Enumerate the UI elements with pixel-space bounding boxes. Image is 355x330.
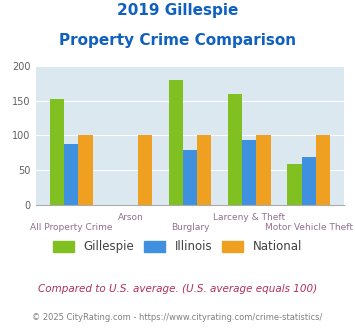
Bar [183,150,197,205]
Bar [169,80,183,205]
Text: 2019 Gillespie: 2019 Gillespie [117,3,238,18]
Bar [50,99,64,205]
Bar [138,135,152,205]
Bar [242,140,256,205]
Bar [287,164,302,205]
Text: Arson: Arson [118,213,143,222]
Text: All Property Crime: All Property Crime [30,223,113,232]
Bar [302,157,316,205]
Text: Property Crime Comparison: Property Crime Comparison [59,33,296,48]
Text: Motor Vehicle Theft: Motor Vehicle Theft [265,223,353,232]
Bar [316,135,330,205]
Bar [64,144,78,205]
Bar [197,135,211,205]
Text: © 2025 CityRating.com - https://www.cityrating.com/crime-statistics/: © 2025 CityRating.com - https://www.city… [32,314,323,322]
Bar [256,135,271,205]
Legend: Gillespie, Illinois, National: Gillespie, Illinois, National [53,240,302,253]
Text: Burglary: Burglary [171,223,209,232]
Text: Compared to U.S. average. (U.S. average equals 100): Compared to U.S. average. (U.S. average … [38,284,317,294]
Bar [228,94,242,205]
Bar [78,135,93,205]
Text: Larceny & Theft: Larceny & Theft [213,213,285,222]
